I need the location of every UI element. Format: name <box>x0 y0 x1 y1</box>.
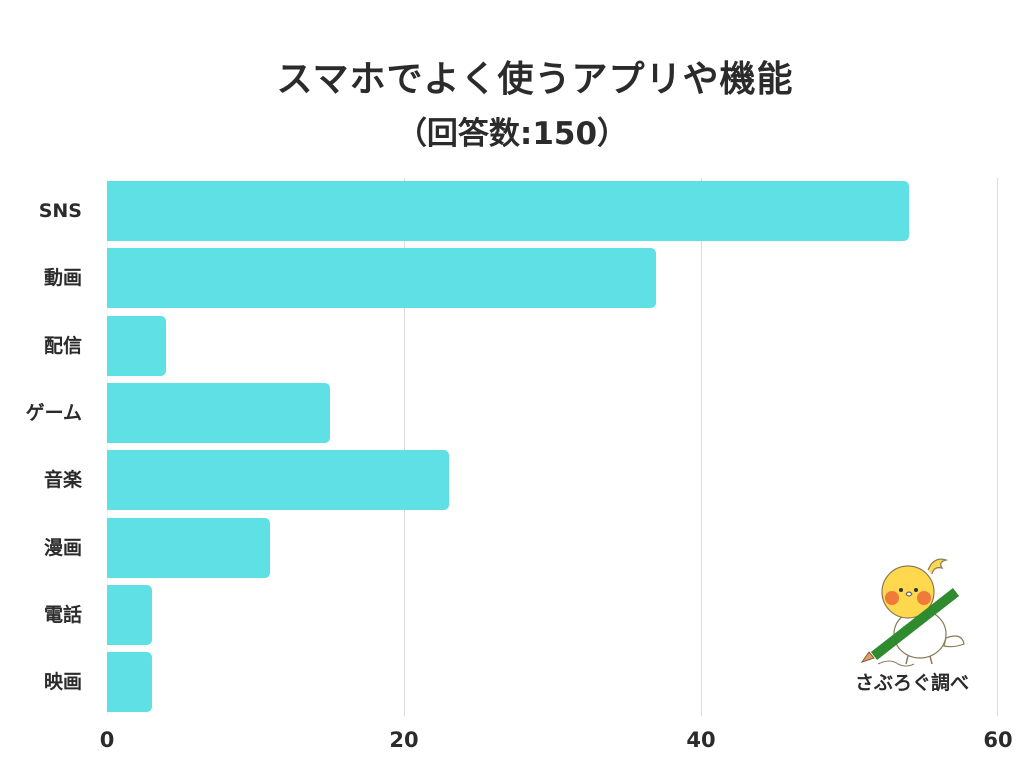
category-label: 電話 <box>43 603 82 626</box>
gridline-40 <box>701 178 702 716</box>
x-tick-40: 40 <box>686 728 716 752</box>
y-axis-line <box>107 178 108 716</box>
x-tick-60: 60 <box>983 728 1013 752</box>
bar <box>107 517 271 578</box>
chart-subtitle: （回答数:150） <box>395 116 629 152</box>
category-label: 漫画 <box>43 536 82 559</box>
bar <box>107 450 449 511</box>
gridline-20 <box>404 178 405 716</box>
bird-mascot-icon <box>860 558 965 667</box>
x-tick-20: 20 <box>389 728 419 752</box>
bar <box>107 248 657 309</box>
bar <box>107 652 152 713</box>
category-label: 映画 <box>43 671 82 694</box>
category-label: 動画 <box>43 267 82 290</box>
category-label: ゲーム <box>25 401 82 424</box>
plot-area <box>107 178 998 716</box>
chart-title: スマホでよく使うアプリや機能 <box>276 59 794 100</box>
category-label: 配信 <box>43 334 82 357</box>
category-label: 音楽 <box>43 469 82 492</box>
bar <box>107 382 330 443</box>
bar <box>107 315 167 376</box>
bar <box>107 584 152 645</box>
bar <box>107 181 909 241</box>
source-credit: さぶろぐ調べ <box>854 672 969 694</box>
x-tick-0: 0 <box>99 728 115 752</box>
gridline-60 <box>997 178 998 716</box>
category-label: SNS <box>38 200 82 222</box>
